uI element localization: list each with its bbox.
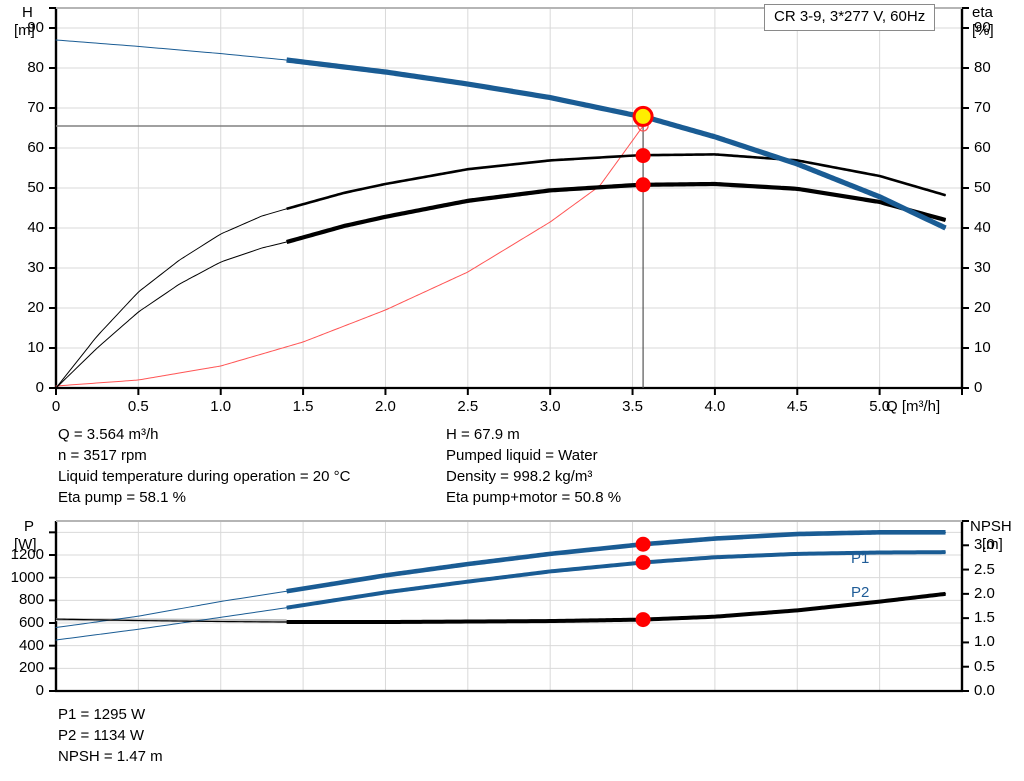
main-x-tick-8: 4.0 bbox=[704, 398, 726, 415]
info-speed: n = 3517 rpm bbox=[58, 447, 147, 464]
main-x-tick-4: 2.0 bbox=[375, 398, 396, 415]
curve-label-p2: P2 bbox=[851, 584, 870, 601]
power-right-tick-2: 1.0 bbox=[974, 633, 995, 651]
power-right-tick-0: 0.0 bbox=[974, 682, 995, 699]
main-left-tick-90: 90 bbox=[27, 19, 44, 36]
power-right-tick-5: 2.5 bbox=[974, 560, 995, 578]
info-temperature: Liquid temperature during operation = 20… bbox=[58, 468, 351, 485]
main-right-tick-60: 60 bbox=[974, 139, 991, 156]
main-x-tick-3: 1.5 bbox=[292, 398, 314, 415]
main-right-tick-40: 40 bbox=[974, 219, 991, 236]
main-left-tick-80: 80 bbox=[27, 59, 44, 76]
info-flow: Q = 3.564 m³/h bbox=[58, 426, 159, 443]
power-right-tick-1: 0.5 bbox=[974, 657, 995, 675]
power-right-axis-title-unit: [m] bbox=[982, 536, 1003, 553]
main-right-axis-title-eta: eta bbox=[972, 4, 993, 21]
info-npsh: NPSH = 1.47 m bbox=[58, 748, 163, 765]
main-left-axis-title-h: H bbox=[22, 4, 33, 21]
main-x-tick-7: 3.5 bbox=[622, 398, 643, 415]
power-npsh-chart: P [W] NPSH [m] P1 P2 0 200 400 600 800 1000 12… bbox=[0, 515, 1024, 705]
main-left-tick-20: 20 bbox=[27, 299, 44, 316]
power-left-tick-0: 0 bbox=[35, 682, 44, 699]
main-x-tick-0: 0 bbox=[51, 398, 61, 415]
main-right-tick-80: 80 bbox=[974, 59, 991, 76]
curve-label-p1: P1 bbox=[851, 550, 870, 567]
power-left-axis-title-unit: [W] bbox=[14, 536, 37, 553]
main-x-tick-6: 3.0 bbox=[539, 398, 561, 415]
main-right-axis-title-unit: [%] bbox=[972, 22, 994, 39]
info-density: Density = 998.2 kg/m³ bbox=[446, 468, 593, 485]
main-left-tick-40: 40 bbox=[27, 219, 44, 236]
main-x-tick-10: 5.0 bbox=[869, 398, 891, 415]
head-efficiency-chart: H [m] eta [%] CR 3-9, 3*277 V, 60Hz Q [m… bbox=[14, 4, 994, 415]
power-right-tick-4: 2.0 bbox=[974, 584, 995, 602]
main-left-axis-title-unit: [m] bbox=[14, 22, 35, 39]
info-eta-pump: Eta pump = 58.1 % bbox=[58, 489, 186, 506]
main-x-axis-title: Q [m³/h] bbox=[886, 398, 941, 415]
power-right-tick-3: 1.5 bbox=[974, 609, 995, 627]
power-left-tick-1200: 1200 bbox=[10, 546, 44, 563]
power-left-axis-title-p: P bbox=[24, 518, 35, 535]
main-left-tick-30: 30 bbox=[27, 259, 44, 276]
info-pumped-liquid: Pumped liquid = Water bbox=[446, 447, 598, 464]
main-right-tick-20: 20 bbox=[974, 299, 991, 316]
operating-data-left: Q = 3.564 m³/h n = 3517 rpm Liquid tempe… bbox=[58, 424, 350, 508]
power-left-tick-800: 800 bbox=[18, 591, 44, 609]
info-p2: P2 = 1134 W bbox=[58, 727, 145, 744]
power-right-axis-title-npsh: NPSH bbox=[970, 518, 1012, 535]
operating-data-right: H = 67.9 m Pumped liquid = Water Density… bbox=[446, 424, 621, 508]
main-x-tick-2: 1.0 bbox=[210, 398, 232, 415]
pump-model-title-box: CR 3-9, 3*277 V, 60Hz bbox=[764, 4, 936, 31]
main-right-tick-70: 70 bbox=[974, 99, 991, 116]
main-right-tick-90: 90 bbox=[974, 19, 991, 36]
main-left-tick-60: 60 bbox=[27, 139, 44, 156]
power-right-tick-6: 3.0 bbox=[974, 536, 995, 554]
main-right-tick-30: 30 bbox=[974, 259, 991, 276]
power-data-block: P1 = 1295 W P2 = 1134 W NPSH = 1.47 m bbox=[58, 704, 163, 767]
power-left-tick-400: 400 bbox=[18, 636, 44, 654]
info-p1: P1 = 1295 W bbox=[58, 706, 146, 723]
main-x-tick-9: 4.5 bbox=[786, 398, 808, 415]
info-eta-pump-motor: Eta pump+motor = 50.8 % bbox=[446, 489, 622, 506]
main-left-tick-0: 0 bbox=[35, 379, 44, 396]
main-left-tick-70: 70 bbox=[27, 99, 44, 116]
main-left-tick-50: 50 bbox=[27, 179, 44, 196]
main-left-tick-10: 10 bbox=[27, 339, 44, 356]
power-left-tick-200: 200 bbox=[18, 659, 44, 677]
main-right-tick-10: 10 bbox=[974, 339, 991, 356]
main-x-tick-1: 0.5 bbox=[127, 398, 149, 415]
info-head: H = 67.9 m bbox=[446, 426, 520, 443]
main-right-tick-0: 0 bbox=[974, 379, 983, 396]
main-x-tick-5: 2.5 bbox=[457, 398, 479, 415]
main-right-tick-50: 50 bbox=[974, 179, 991, 196]
power-left-tick-600: 600 bbox=[18, 614, 44, 631]
power-npsh-plot bbox=[49, 520, 969, 693]
head-efficiency-plot bbox=[49, 7, 969, 395]
power-left-tick-1000: 1000 bbox=[10, 568, 44, 586]
